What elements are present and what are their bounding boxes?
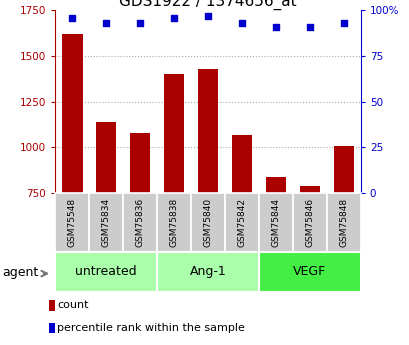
Bar	[299, 186, 319, 193]
Bar	[333, 146, 353, 193]
Point	[171, 15, 177, 20]
Text: GSM75842: GSM75842	[237, 198, 246, 247]
Point	[306, 24, 312, 30]
Text: GSM75846: GSM75846	[305, 198, 314, 247]
Bar	[130, 133, 150, 193]
Bar	[326, 193, 360, 252]
Text: GSM75838: GSM75838	[169, 198, 178, 247]
Text: GSM75834: GSM75834	[101, 198, 110, 247]
Bar	[258, 193, 292, 252]
Point	[69, 15, 75, 20]
Bar	[157, 252, 258, 292]
Point	[340, 20, 346, 26]
Text: GSM75844: GSM75844	[271, 198, 280, 247]
Point	[272, 24, 279, 30]
Bar	[265, 177, 285, 193]
Text: GSM75548: GSM75548	[67, 198, 76, 247]
Bar	[198, 69, 218, 193]
Bar	[55, 252, 157, 292]
Text: VEGF: VEGF	[292, 265, 326, 278]
Text: count: count	[57, 300, 89, 310]
Point	[204, 13, 211, 19]
Text: GSM75848: GSM75848	[339, 198, 348, 247]
Bar	[231, 135, 252, 193]
Bar	[96, 122, 116, 193]
Text: percentile rank within the sample: percentile rank within the sample	[57, 323, 245, 333]
Text: agent: agent	[2, 266, 38, 279]
Bar	[191, 193, 225, 252]
Text: Ang-1: Ang-1	[189, 265, 226, 278]
Bar	[55, 193, 89, 252]
Bar	[164, 75, 184, 193]
Bar	[225, 193, 258, 252]
Text: GSM75836: GSM75836	[135, 198, 144, 247]
Point	[137, 20, 143, 26]
Text: untreated: untreated	[75, 265, 137, 278]
Bar	[123, 193, 157, 252]
Text: GSM75840: GSM75840	[203, 198, 212, 247]
Point	[238, 20, 245, 26]
Title: GDS1922 / 1374656_at: GDS1922 / 1374656_at	[119, 0, 296, 10]
Bar	[292, 193, 326, 252]
Bar	[62, 34, 82, 193]
Point	[103, 20, 109, 26]
Bar	[258, 252, 360, 292]
Bar	[157, 193, 191, 252]
Bar	[89, 193, 123, 252]
